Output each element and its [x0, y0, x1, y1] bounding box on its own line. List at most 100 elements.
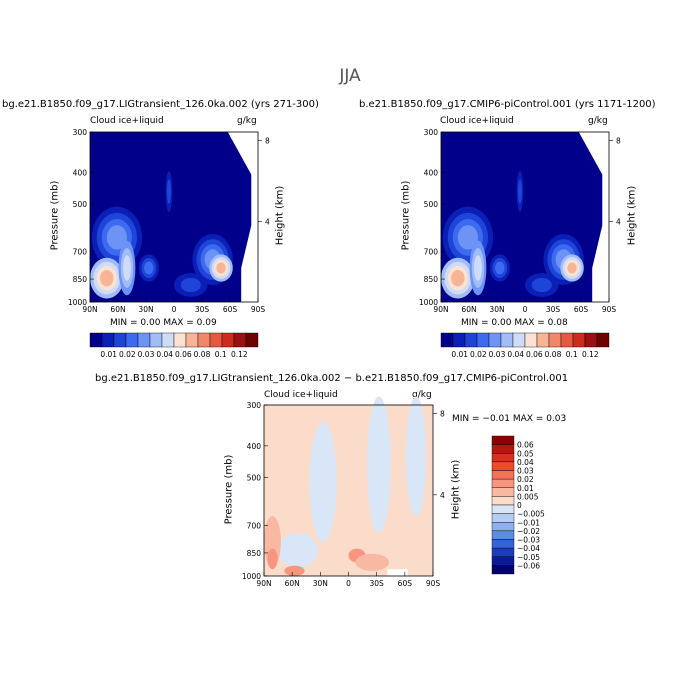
- colorbar-swatch: [491, 556, 515, 566]
- y-tick-label: 700: [247, 521, 262, 530]
- y-tick-label: 1000: [242, 572, 261, 581]
- colorbar-label: 0.01: [100, 350, 117, 359]
- y-tick-label: 300: [424, 128, 439, 137]
- contour-patch: [495, 261, 505, 275]
- contour-patch: [531, 277, 552, 293]
- x-tick-label: 60S: [574, 305, 589, 314]
- contour-patch: [474, 255, 482, 281]
- panel2-title: b.e21.B1850.f09_g17.CMIP6-piControl.001 …: [359, 99, 656, 110]
- colorbar-label: 0.005: [517, 492, 539, 501]
- y-tick-label: 850: [73, 275, 88, 284]
- panel2-variable-label: Cloud ice+liquid: [440, 116, 514, 126]
- panel3-units: g/kg: [412, 390, 432, 400]
- colorbar-label: −0.01: [517, 518, 540, 527]
- colorbar-swatch: [245, 332, 259, 348]
- y-tick-label: 300: [247, 401, 262, 410]
- y-tick-label: 400: [424, 169, 439, 178]
- contour-patch: [166, 179, 171, 204]
- right-tick-label: 4: [440, 491, 445, 500]
- colorbar-swatch: [491, 513, 515, 523]
- y-tick-label: 850: [424, 275, 439, 284]
- right-tick-label: 4: [616, 217, 621, 226]
- panel1-field: [90, 132, 258, 302]
- colorbar-label: 0.08: [194, 350, 211, 359]
- x-tick-label: 0: [523, 305, 528, 314]
- panel2-units: g/kg: [588, 116, 608, 126]
- colorbar-label: 0.06: [175, 350, 192, 359]
- panel2-stats: MIN = 0.00 MAX = 0.08: [461, 318, 568, 328]
- y-tick-label: 700: [73, 248, 88, 257]
- x-tick-label: 30N: [489, 305, 504, 314]
- panel2-colorbar: 0.01 0.02 0.03 0.04 0.06 0.08 0.1 0.12: [440, 332, 610, 359]
- contour-patch: [267, 548, 278, 570]
- colorbar-label: 0.04: [517, 458, 534, 467]
- y-tick-label: 850: [247, 549, 262, 558]
- panel3-field: [264, 396, 433, 576]
- colorbar-label: −0.03: [517, 536, 540, 545]
- colorbar-swatch: [491, 496, 515, 506]
- contour-patch: [277, 533, 319, 568]
- panel2-field: [441, 132, 609, 302]
- panel1-title: bg.e21.B1850.f09_g17.LIGtransient_126.0k…: [2, 99, 319, 110]
- x-tick-label: 30S: [546, 305, 561, 314]
- colorbar-label: 0.01: [451, 350, 468, 359]
- y-tick-label: 500: [424, 200, 439, 209]
- x-tick-label: 0: [172, 305, 177, 314]
- contour-patch: [100, 270, 114, 287]
- contour-patch: [144, 261, 154, 275]
- colorbar-label: 0.03: [489, 350, 506, 359]
- colorbar-swatch: [491, 539, 515, 549]
- colorbar-label: −0.005: [517, 510, 545, 519]
- contour-patch: [567, 262, 577, 274]
- panel1-colorbar: 0.01 0.02 0.03 0.04 0.06 0.08 0.1 0.12: [89, 332, 259, 359]
- terrain-mask: [578, 132, 609, 302]
- y-tick-label: 500: [247, 474, 262, 483]
- y-tick-label: 500: [73, 200, 88, 209]
- colorbar-label: 0.12: [582, 350, 599, 359]
- colorbar-label: −0.02: [517, 527, 540, 536]
- x-tick-label: 30N: [313, 579, 328, 588]
- colorbar-swatch: [491, 530, 515, 540]
- colorbar-label: 0.04: [507, 350, 524, 359]
- x-tick-label: 90S: [251, 305, 266, 314]
- panel3-title: bg.e21.B1850.f09_g17.LIGtransient_126.0k…: [95, 373, 569, 384]
- contour-patch: [309, 422, 337, 542]
- colorbar-swatch: [491, 504, 515, 514]
- colorbar-label: −0.05: [517, 553, 540, 562]
- colorbar-label: 0.06: [517, 441, 534, 450]
- right-tick-label: 8: [265, 137, 270, 146]
- page-title: JJA: [339, 66, 361, 86]
- colorbar-label: 0.1: [215, 350, 227, 359]
- contour-patch: [355, 553, 390, 571]
- colorbar-label: −0.06: [517, 561, 540, 570]
- contour-patch: [216, 262, 226, 274]
- colorbar-label: −0.04: [517, 544, 540, 553]
- colorbar-label: 0.02: [517, 475, 534, 484]
- colorbar-label: 0.08: [545, 350, 562, 359]
- colorbar-label: 0.12: [231, 350, 248, 359]
- colorbar-swatch: [491, 478, 515, 488]
- x-tick-label: 60S: [223, 305, 238, 314]
- colorbar-label: 0.02: [119, 350, 136, 359]
- contour-patch: [517, 179, 522, 204]
- colorbar-label: 0.01: [517, 484, 534, 493]
- y-tick-label: 400: [247, 442, 262, 451]
- x-tick-label: 0: [346, 579, 351, 588]
- colorbar-label: 0.06: [526, 350, 543, 359]
- colorbar-label: 0: [517, 501, 522, 510]
- panel1-variable-label: Cloud ice+liquid: [90, 116, 164, 126]
- x-tick-label: 60N: [461, 305, 476, 314]
- colorbar-swatch: [491, 435, 515, 445]
- panel1-units: g/kg: [237, 116, 257, 126]
- x-tick-label: 30N: [138, 305, 153, 314]
- colorbar-swatch: [491, 547, 515, 557]
- right-tick-label: 4: [265, 217, 270, 226]
- y-tick-label: 700: [424, 248, 439, 257]
- colorbar-label: 0.02: [470, 350, 487, 359]
- colorbar-swatch: [491, 453, 515, 463]
- colorbar-label: 0.1: [566, 350, 578, 359]
- x-tick-label: 90S: [426, 579, 441, 588]
- terrain-mask: [227, 132, 258, 302]
